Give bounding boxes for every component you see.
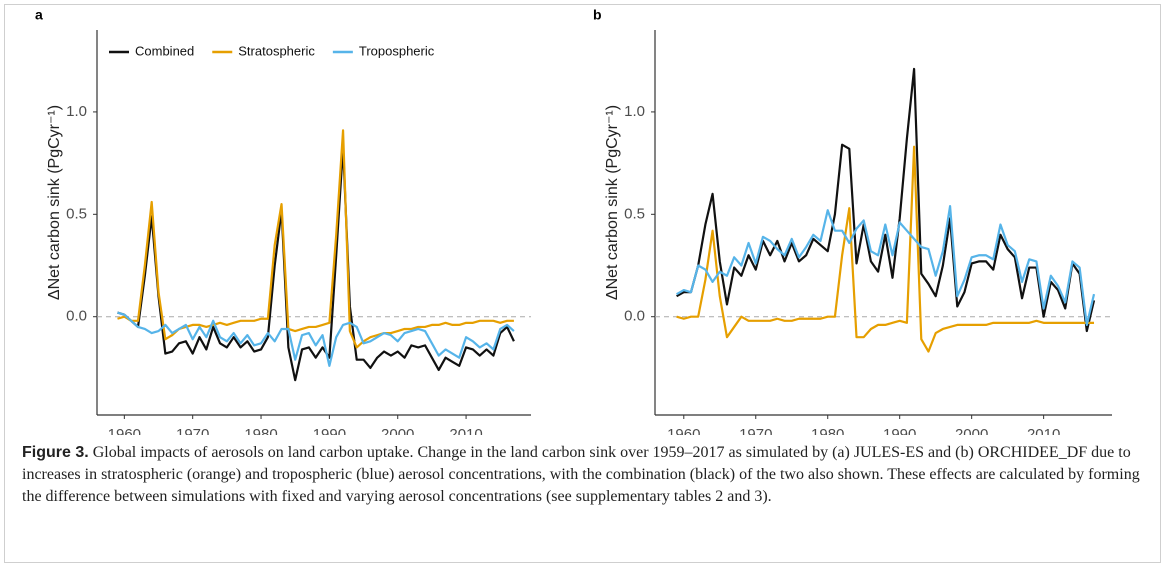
series-line bbox=[117, 311, 515, 367]
y-tick-label: 0.0 bbox=[624, 308, 645, 325]
series-line bbox=[117, 145, 515, 382]
y-tick-label: 1.0 bbox=[624, 103, 645, 120]
legend-label: Stratospheric bbox=[238, 43, 315, 58]
figure-frame bbox=[4, 4, 1161, 563]
x-tick-label: 1970 bbox=[176, 426, 209, 435]
panel-label: a bbox=[35, 7, 43, 23]
caption: Figure 3. Global impacts of aerosols on … bbox=[22, 442, 1147, 508]
y-axis-label: ΔNet carbon sink (PgCyr⁻¹) bbox=[604, 105, 621, 300]
series-line bbox=[676, 205, 1096, 326]
legend-label: Combined bbox=[135, 43, 194, 58]
x-tick-label: 2000 bbox=[381, 426, 414, 435]
y-tick-label: 0.5 bbox=[66, 205, 87, 222]
caption-label: Figure 3. bbox=[22, 444, 89, 461]
series-line bbox=[676, 145, 1095, 353]
series-line bbox=[676, 67, 1096, 333]
x-tick-label: 2010 bbox=[1027, 426, 1060, 435]
y-tick-label: 0.5 bbox=[624, 205, 645, 222]
y-axis-label: ΔNet carbon sink (PgCyr⁻¹) bbox=[46, 105, 63, 300]
x-tick-label: 2010 bbox=[449, 426, 482, 435]
series-line bbox=[117, 129, 514, 349]
x-tick-label: 1960 bbox=[667, 426, 700, 435]
caption-text: Global impacts of aerosols on land carbo… bbox=[22, 444, 1140, 505]
x-tick-label: 2000 bbox=[955, 426, 988, 435]
legend-label: Tropospheric bbox=[359, 43, 435, 58]
x-tick-label: 1990 bbox=[883, 426, 916, 435]
x-tick-label: 1990 bbox=[313, 426, 346, 435]
y-tick-label: 1.0 bbox=[66, 103, 87, 120]
x-tick-label: 1960 bbox=[108, 426, 141, 435]
x-tick-label: 1980 bbox=[244, 426, 277, 435]
y-tick-label: 0.0 bbox=[66, 308, 87, 325]
x-tick-label: 1980 bbox=[811, 426, 844, 435]
panel-label: b bbox=[593, 7, 602, 23]
x-tick-label: 1970 bbox=[739, 426, 772, 435]
